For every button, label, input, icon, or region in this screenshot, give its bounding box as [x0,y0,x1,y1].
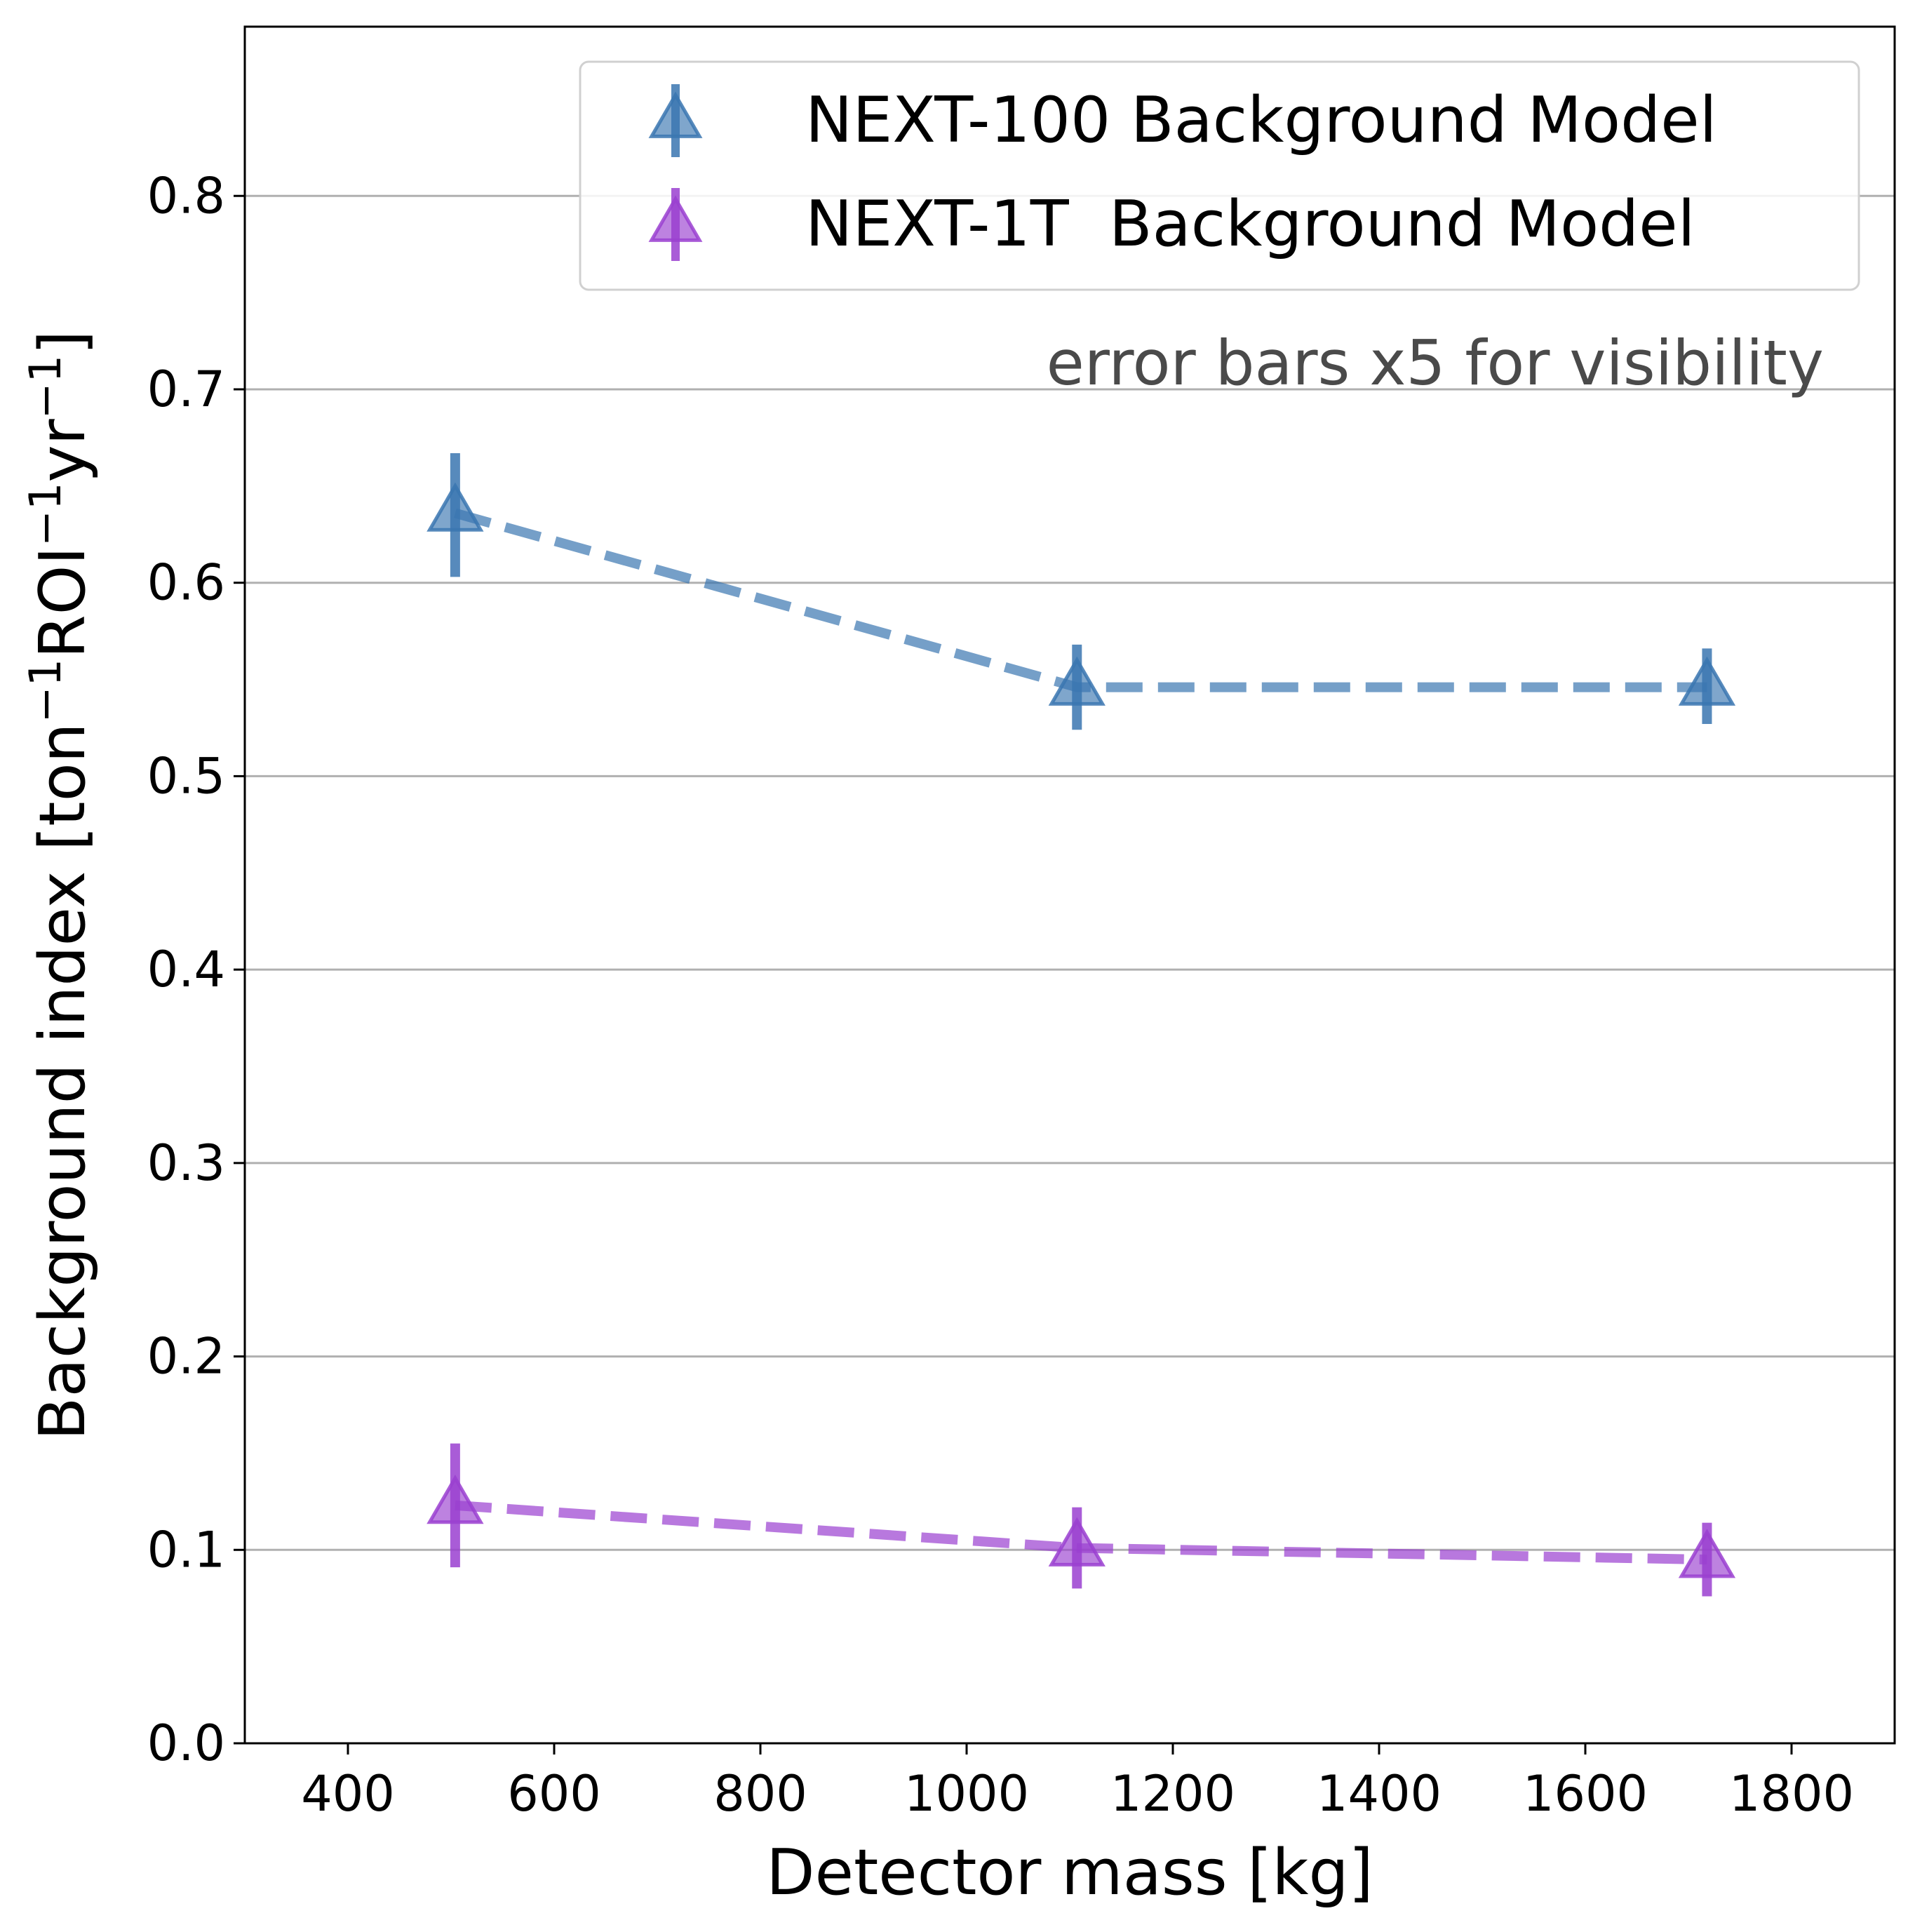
legend-marker [648,195,703,242]
x-tick-label: 1400 [1317,1765,1442,1823]
y-tick-label: 0.7 [147,361,225,418]
y-axis-label-roi: ROI [26,546,100,659]
y-axis-label-yr: yr [26,419,100,482]
legend-label: NEXT-1T Background Model [805,187,1695,261]
data-point [1048,656,1106,706]
y-axis-label: Background index [ton−1ROI−1yr−1] [20,330,100,1440]
x-tick-label: 1200 [1110,1765,1235,1823]
chart-annotation: error bars x5 for visibility [1047,327,1824,399]
data-point [426,1475,484,1524]
y-axis-label-end: ] [26,330,100,355]
legend-marker [648,91,703,138]
y-tick-label: 0.0 [147,1715,225,1772]
y-axis-label-sup-2: −1 [20,483,71,546]
axis-ticks: 0.0 0.1 0.2 0.3 0.4 0.5 0.6 0.7 0.8 400 600 800 1000… [147,167,1854,1823]
x-tick-label: 400 [301,1765,395,1823]
x-tick-label: 1800 [1729,1765,1854,1823]
data-point [426,482,484,532]
data-point [1678,1529,1736,1578]
series-1 [426,452,1736,730]
data-point [1678,656,1736,706]
legend: NEXT-100 Background Model NEXT-1T Backgro… [579,60,1860,291]
data-point [1048,1517,1106,1567]
legend-box [579,60,1860,291]
y-tick-label: 0.8 [147,167,225,224]
x-tick-label: 1000 [904,1765,1029,1823]
y-tick-label: 0.5 [147,747,225,805]
y-tick-label: 0.3 [147,1134,225,1192]
grid-lines [245,194,1895,1745]
series-2 [426,1443,1736,1597]
series-layer [426,452,1736,1597]
plot-frame [243,25,1896,1745]
x-tick-label: 800 [713,1765,807,1823]
y-tick-label: 0.2 [147,1328,225,1386]
legend-entries: NEXT-100 Background Model NEXT-1T Backgro… [648,83,1717,261]
y-tick-label: 0.1 [147,1521,225,1578]
x-axis-label: Detector mass [kg] [766,1836,1373,1910]
y-tick-label: 0.4 [147,941,225,998]
y-axis-label-sup-3: −1 [20,355,71,419]
y-axis-label-main: Background index [ton [26,723,100,1440]
x-tick-label: 600 [507,1765,601,1823]
y-axis-label-sup-1: −1 [20,659,71,723]
legend-label: NEXT-100 Background Model [805,83,1717,157]
x-tick-label: 1600 [1523,1765,1648,1823]
y-tick-label: 0.6 [147,554,225,612]
